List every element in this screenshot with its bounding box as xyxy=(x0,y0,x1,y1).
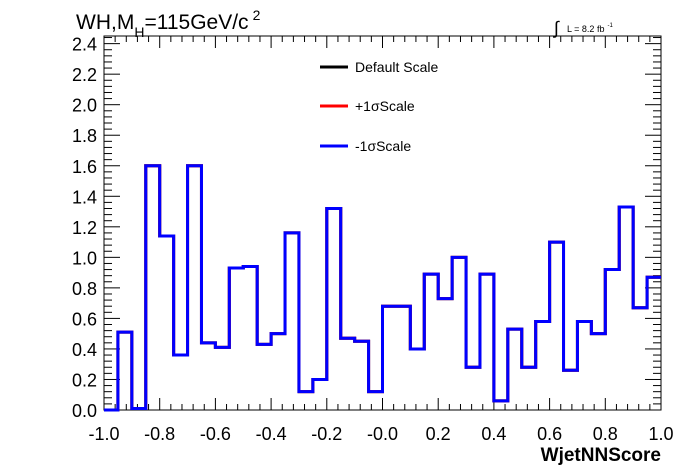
y-tick-label: 2.2 xyxy=(72,65,97,85)
legend-label-minus1sigma: -1σScale xyxy=(355,138,411,154)
x-tick-label: 1.0 xyxy=(648,424,673,444)
y-tick-label: 0.4 xyxy=(72,340,97,360)
x-tick-label: -0.4 xyxy=(256,424,287,444)
x-tick-label: -0.0 xyxy=(367,424,398,444)
x-tick-labels: -1.0 -0.8 -0.6 -0.4 -0.2 -0.0 0.2 0.4 0.6 0.8 1.0 xyxy=(88,424,673,444)
x-tick-label: 0.6 xyxy=(537,424,562,444)
x-tick-label: -1.0 xyxy=(88,424,119,444)
x-tick-label: -0.8 xyxy=(144,424,175,444)
title-main: WH,M xyxy=(76,11,134,34)
x-tick-label: 0.8 xyxy=(593,424,618,444)
title-subscript: H xyxy=(134,24,144,40)
series-minus1sigma-line xyxy=(104,164,661,412)
x-tick-label: 0.4 xyxy=(481,424,506,444)
histogram-series xyxy=(104,164,661,412)
legend: Default Scale +1σScale -1σScale xyxy=(320,59,438,154)
x-tick-label: 0.2 xyxy=(426,424,451,444)
title-rest: =115GeV/c xyxy=(144,11,248,34)
y-tick-label: 0.0 xyxy=(72,401,97,421)
axis-ticks xyxy=(103,36,662,411)
y-tick-label: 1.2 xyxy=(72,218,97,238)
y-tick-label: 1.4 xyxy=(72,187,97,207)
y-tick-label: 0.2 xyxy=(72,370,97,390)
legend-label-plus1sigma: +1σScale xyxy=(355,98,415,114)
y-tick-label: 2.0 xyxy=(72,96,97,116)
y-tick-label: 1.0 xyxy=(72,248,97,268)
chart-title: WH,MH=115GeV/c 2 xyxy=(76,7,261,40)
legend-label-default: Default Scale xyxy=(355,59,438,75)
y-tick-label: 1.6 xyxy=(72,157,97,177)
x-tick-label: -0.2 xyxy=(311,424,342,444)
y-tick-label: 1.8 xyxy=(72,126,97,146)
y-tick-label: 0.6 xyxy=(72,309,97,329)
lumi-integral: ∫ xyxy=(552,18,560,38)
y-tick-label: 0.8 xyxy=(72,279,97,299)
y-tick-labels: 0.0 0.2 0.4 0.6 0.8 1.0 1.2 1.4 1.6 1.8 2.0 2.2 2.4 xyxy=(72,35,97,421)
lumi-text: L = 8.2 fb xyxy=(567,24,604,34)
y-tick-label: 2.4 xyxy=(72,35,97,55)
x-tick-label: -0.6 xyxy=(200,424,231,444)
x-axis-label: WjetNNScore xyxy=(541,445,661,466)
title-superscript: 2 xyxy=(253,7,261,23)
lumi-label: L = 8.2 fb -1 xyxy=(567,23,613,34)
lumi-superscript: -1 xyxy=(607,23,613,29)
